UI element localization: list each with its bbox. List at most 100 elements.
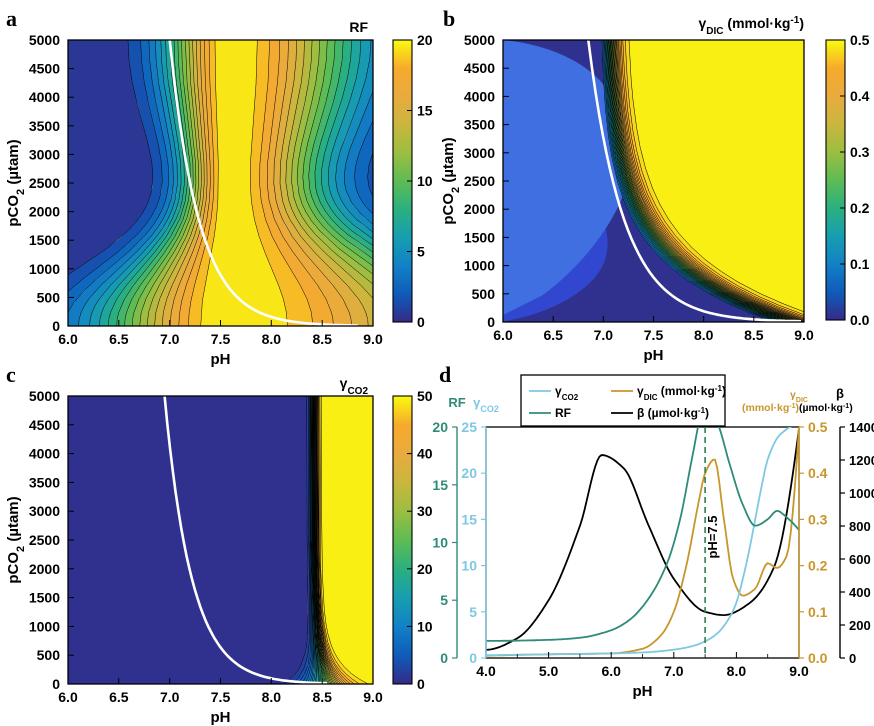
svg-text:γDIC (mmol·kg-1): γDIC (mmol·kg-1)	[699, 15, 805, 37]
svg-text:2000: 2000	[29, 204, 60, 220]
svg-text:7.0: 7.0	[160, 689, 180, 705]
svg-text:0.0: 0.0	[850, 312, 870, 328]
svg-text:3500: 3500	[464, 117, 495, 133]
svg-text:4000: 4000	[464, 88, 495, 104]
svg-text:2500: 2500	[464, 173, 495, 189]
svg-text:4500: 4500	[29, 61, 60, 77]
svg-text:9.0: 9.0	[363, 331, 383, 347]
svg-text:1500: 1500	[464, 229, 495, 245]
svg-text:20: 20	[432, 419, 448, 435]
svg-text:0: 0	[52, 676, 60, 692]
svg-text:pCO2 (µtam): pCO2 (µtam)	[5, 496, 27, 583]
svg-text:c: c	[6, 362, 16, 387]
svg-text:8.5: 8.5	[744, 327, 764, 343]
svg-text:(µmol·kg-1): (µmol·kg-1)	[799, 402, 853, 414]
svg-text:0.1: 0.1	[850, 256, 870, 272]
svg-text:10: 10	[461, 558, 477, 574]
svg-text:5: 5	[469, 604, 477, 620]
svg-text:5000: 5000	[464, 32, 495, 48]
svg-text:0.1: 0.1	[808, 604, 828, 620]
svg-text:3000: 3000	[29, 146, 60, 162]
svg-text:4500: 4500	[464, 60, 495, 76]
svg-text:200: 200	[849, 618, 871, 633]
svg-text:0: 0	[440, 650, 448, 666]
svg-text:8.0: 8.0	[694, 327, 714, 343]
svg-text:pCO2 (µtam): pCO2 (µtam)	[5, 139, 27, 226]
svg-text:1500: 1500	[29, 232, 60, 248]
svg-text:15: 15	[432, 477, 448, 493]
svg-text:3000: 3000	[29, 503, 60, 519]
svg-text:6.0: 6.0	[601, 663, 621, 679]
svg-text:1400: 1400	[849, 420, 874, 435]
svg-text:8.5: 8.5	[312, 689, 332, 705]
svg-text:7.0: 7.0	[594, 327, 614, 343]
svg-text:0.5: 0.5	[808, 419, 828, 435]
svg-text:5: 5	[440, 592, 448, 608]
svg-text:3500: 3500	[29, 474, 60, 490]
svg-text:2000: 2000	[464, 201, 495, 217]
svg-text:20: 20	[417, 561, 433, 577]
svg-text:800: 800	[849, 519, 871, 534]
svg-text:6.0: 6.0	[58, 689, 78, 705]
svg-text:10: 10	[432, 535, 448, 551]
svg-text:3500: 3500	[29, 118, 60, 134]
svg-text:40: 40	[417, 446, 433, 462]
svg-text:15: 15	[417, 103, 433, 119]
svg-text:6.0: 6.0	[58, 331, 78, 347]
svg-text:0: 0	[469, 650, 477, 666]
svg-text:pH: pH	[633, 683, 653, 700]
svg-text:30: 30	[417, 503, 433, 519]
svg-text:400: 400	[849, 585, 871, 600]
svg-text:0.2: 0.2	[808, 558, 828, 574]
svg-text:0: 0	[849, 651, 856, 666]
svg-text:7.5: 7.5	[644, 327, 664, 343]
svg-text:γCO2: γCO2	[473, 395, 499, 414]
svg-text:0.2: 0.2	[850, 200, 870, 216]
svg-text:RF: RF	[349, 19, 368, 35]
svg-text:2500: 2500	[29, 532, 60, 548]
svg-text:0: 0	[52, 318, 60, 334]
svg-text:b: b	[443, 6, 455, 31]
svg-text:9.0: 9.0	[363, 689, 383, 705]
svg-text:7.5: 7.5	[211, 331, 231, 347]
svg-text:3000: 3000	[464, 145, 495, 161]
svg-text:7.5: 7.5	[211, 689, 231, 705]
svg-text:RF: RF	[448, 395, 465, 410]
svg-text:10: 10	[417, 173, 433, 189]
svg-text:pH=7.5: pH=7.5	[705, 516, 720, 559]
svg-text:8.0: 8.0	[727, 663, 747, 679]
svg-text:1500: 1500	[29, 590, 60, 606]
svg-text:6.0: 6.0	[493, 327, 513, 343]
svg-text:15: 15	[461, 511, 477, 527]
svg-text:4000: 4000	[29, 446, 60, 462]
svg-text:9.0: 9.0	[789, 663, 809, 679]
svg-text:1000: 1000	[464, 258, 495, 274]
svg-text:0.0: 0.0	[808, 650, 828, 666]
svg-text:500: 500	[472, 286, 496, 302]
svg-text:8.0: 8.0	[262, 331, 282, 347]
svg-text:2500: 2500	[29, 175, 60, 191]
svg-text:6.5: 6.5	[109, 331, 129, 347]
svg-text:500: 500	[37, 289, 61, 305]
svg-text:0.4: 0.4	[808, 465, 828, 481]
svg-text:0.5: 0.5	[850, 32, 870, 48]
svg-text:pCO2 (µtam): pCO2 (µtam)	[440, 137, 462, 224]
svg-text:4500: 4500	[29, 417, 60, 433]
svg-text:20: 20	[461, 465, 477, 481]
svg-text:9.0: 9.0	[794, 327, 814, 343]
svg-text:5000: 5000	[29, 388, 60, 404]
svg-text:2000: 2000	[29, 561, 60, 577]
svg-text:0: 0	[417, 676, 425, 692]
svg-text:500: 500	[37, 647, 61, 663]
svg-text:25: 25	[461, 419, 477, 435]
svg-text:10: 10	[417, 618, 433, 634]
svg-text:1000: 1000	[29, 261, 60, 277]
svg-text:8.5: 8.5	[312, 331, 332, 347]
svg-text:4.0: 4.0	[476, 663, 496, 679]
svg-text:d: d	[439, 362, 451, 387]
svg-text:(mmol·kg-1): (mmol·kg-1)	[742, 402, 799, 414]
svg-text:5: 5	[417, 244, 425, 260]
svg-text:5000: 5000	[29, 32, 60, 48]
svg-text:8.0: 8.0	[262, 689, 282, 705]
svg-text:600: 600	[849, 552, 871, 567]
